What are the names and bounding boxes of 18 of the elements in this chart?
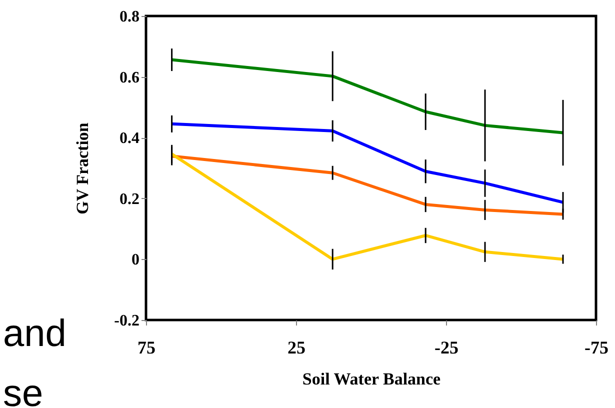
line-series bbox=[170, 152, 564, 261]
y-tick-label: 0 bbox=[132, 252, 140, 269]
x-tick-label: 75 bbox=[138, 338, 156, 358]
y-tick-label: 0.6 bbox=[120, 69, 140, 86]
x-axis-title: Soil Water Balance bbox=[302, 370, 442, 388]
y-axis-title: GV Fraction bbox=[73, 122, 92, 214]
text: se bbox=[3, 373, 44, 408]
y-tick-label: 0.8 bbox=[120, 8, 140, 26]
x-tick-label: 25 bbox=[288, 338, 306, 358]
x-tick-label: -25 bbox=[434, 338, 458, 358]
line-series bbox=[170, 154, 564, 216]
text: and bbox=[3, 313, 66, 355]
x-tick-label: -75 bbox=[584, 338, 608, 358]
line-series bbox=[170, 58, 564, 134]
y-tick-label: 0.4 bbox=[120, 130, 140, 148]
y-tick-label: -0.2 bbox=[114, 312, 140, 330]
line-series bbox=[170, 122, 564, 204]
y-tick-label: 0.2 bbox=[120, 190, 140, 208]
